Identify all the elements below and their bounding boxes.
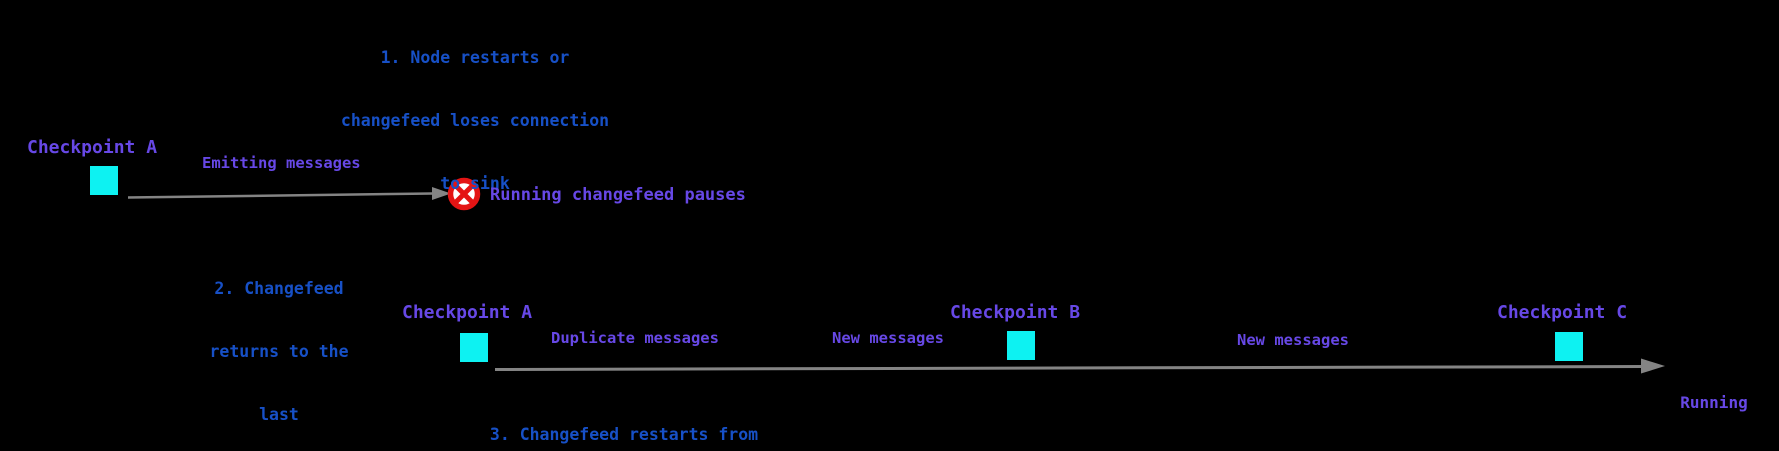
running-changefeed-resumes-label: Running changefeed resumes [1666,348,1762,451]
note-line: last [259,405,299,424]
checkpoint-a-marker-row1 [90,166,118,195]
emitting-messages-label: Emitting messages [202,154,361,172]
new-messages-label-2: New messages [1237,331,1349,349]
checkpoint-a-label-row1: Checkpoint A [27,137,158,158]
checkpoint-a-label-row2: Checkpoint A [402,302,533,323]
resume-arrow [494,358,1665,374]
checkpoint-b-label: Checkpoint B [950,302,1081,323]
note-line: 2. Changefeed [214,279,344,298]
note-line: 1. Node restarts or [380,48,570,67]
new-messages-label-1: New messages [832,329,944,347]
changefeed-pause-x-icon [447,177,481,211]
note-line: to sink [440,174,510,193]
note-line: 3. Changefeed restarts from [489,425,759,444]
note-line: returns to the [209,342,349,361]
checkpoint-c-marker [1555,332,1583,361]
checkpoint-a-marker-row2 [460,333,488,362]
step2-note: 2. Changefeed returns to the last checkp… [209,236,348,451]
step3-note: 3. Changefeed restarts from last checkpo… [490,382,758,451]
step1-note: 1. Node restarts or changefeed loses con… [341,5,609,236]
checkpoint-c-label: Checkpoint C [1497,302,1628,323]
emitting-arrow [127,187,451,200]
resume-line: Running [1680,393,1748,412]
duplicate-messages-label: Duplicate messages [551,329,719,347]
checkpoint-b-marker [1007,331,1035,360]
note-line: changefeed loses connection [340,111,610,130]
running-changefeed-pauses-label: Running changefeed pauses [490,185,746,205]
